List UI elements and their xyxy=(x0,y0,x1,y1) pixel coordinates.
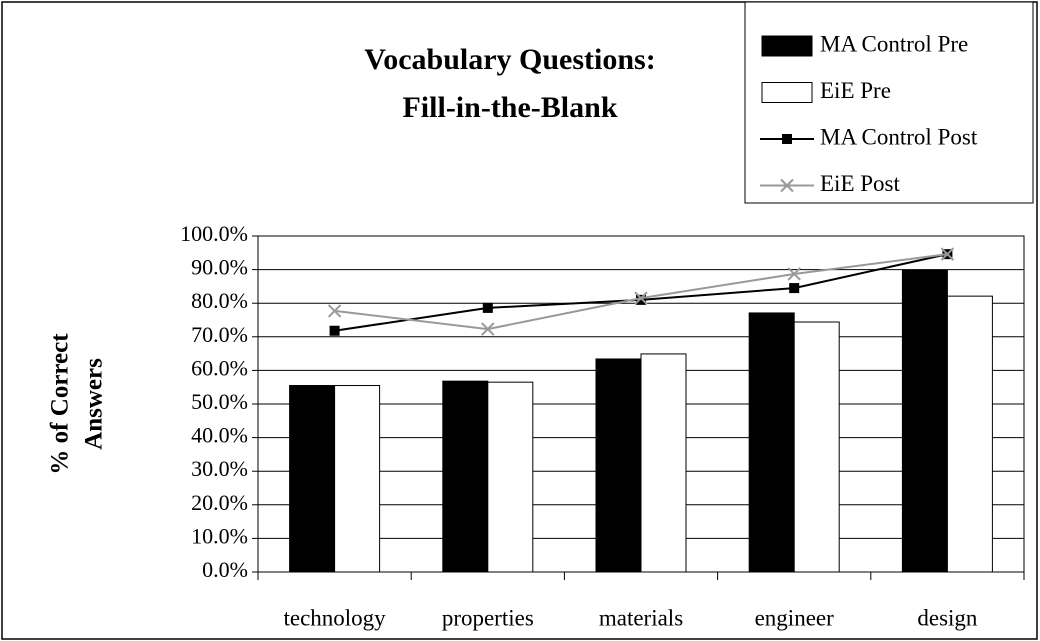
bar xyxy=(793,321,840,573)
marker xyxy=(940,247,955,261)
bar xyxy=(946,295,993,573)
x-tick-label: engineer xyxy=(755,605,835,630)
legend-label: MA Control Pre xyxy=(820,31,968,56)
bar xyxy=(901,269,948,573)
y-axis-label: Answers xyxy=(81,358,108,450)
y-tick-label: 0.0% xyxy=(202,557,248,582)
y-tick-label: 50.0% xyxy=(191,389,248,414)
bar xyxy=(640,353,687,573)
x-tick-label: technology xyxy=(283,605,386,630)
legend-marker xyxy=(782,134,792,144)
bar xyxy=(334,385,381,573)
marker xyxy=(634,291,648,305)
chart-title: Fill-in-the-Blank xyxy=(402,91,617,124)
bar xyxy=(442,380,489,573)
marker xyxy=(482,302,493,313)
bar xyxy=(595,358,642,573)
legend-label: MA Control Post xyxy=(820,124,978,149)
bar xyxy=(487,381,534,573)
y-tick-label: 30.0% xyxy=(191,456,248,481)
x-tick-label: design xyxy=(917,605,978,630)
x-tick-label: properties xyxy=(442,605,534,630)
legend-label: EiE Pre xyxy=(820,78,891,103)
marker xyxy=(329,325,340,336)
y-tick-label: 10.0% xyxy=(191,523,248,548)
bar xyxy=(289,385,336,573)
y-tick-label: 100.0% xyxy=(180,221,248,246)
y-axis-label: % of Correct xyxy=(47,333,74,475)
legend-swatch xyxy=(761,82,813,103)
marker xyxy=(789,283,800,294)
y-tick-label: 70.0% xyxy=(191,322,248,347)
y-tick-label: 80.0% xyxy=(191,288,248,313)
marker xyxy=(636,294,646,305)
legend-label: EiE Post xyxy=(820,171,900,196)
y-tick-label: 40.0% xyxy=(191,423,248,448)
legend-marker xyxy=(780,178,794,193)
marker xyxy=(481,322,495,336)
marker xyxy=(327,304,342,318)
y-tick-label: 90.0% xyxy=(191,255,248,280)
y-tick-label: 20.0% xyxy=(191,490,248,515)
legend-swatch xyxy=(761,35,813,57)
marker xyxy=(787,267,801,281)
y-tick-label: 60.0% xyxy=(191,355,248,380)
chart-title: Vocabulary Questions: xyxy=(364,43,655,76)
x-tick-label: materials xyxy=(599,605,683,630)
bar xyxy=(748,312,795,573)
